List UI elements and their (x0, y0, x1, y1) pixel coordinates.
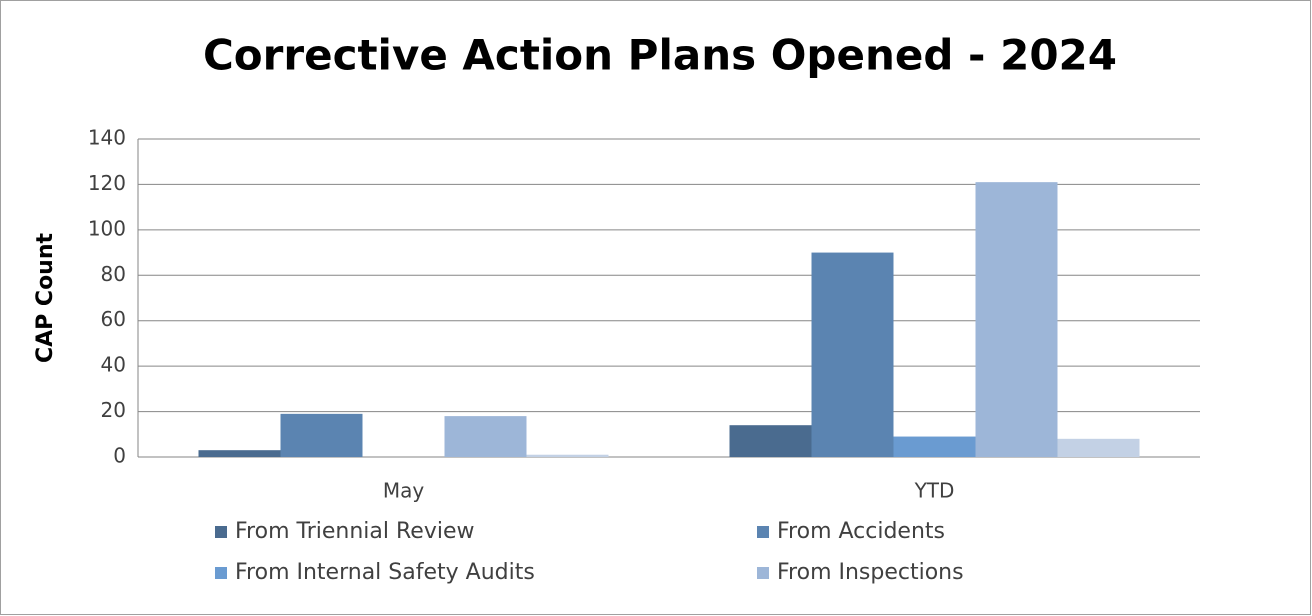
y-tick-label: 80 (101, 262, 126, 286)
bar (198, 450, 281, 457)
x-tick-label: May (383, 479, 425, 503)
bar (444, 416, 527, 457)
legend-label: From Accidents (777, 519, 945, 544)
legend-swatch (757, 526, 769, 538)
legend-swatch (215, 526, 227, 538)
x-tick-label: YTD (914, 479, 955, 503)
y-tick-label: 120 (88, 171, 126, 195)
bar (526, 454, 609, 457)
legend-swatch (215, 567, 227, 579)
y-tick-label: 140 (88, 126, 126, 150)
bar (893, 436, 976, 457)
y-tick-label: 40 (101, 353, 126, 377)
y-tick-label: 0 (113, 444, 126, 468)
y-tick-label: 20 (101, 398, 126, 422)
chart-title: Corrective Action Plans Opened - 2024 (203, 31, 1117, 80)
y-axis-label: CAP Count (33, 232, 58, 363)
legend-swatch (757, 567, 769, 579)
legend-label: From Triennial Review (235, 519, 474, 544)
y-tick-label: 60 (101, 307, 126, 331)
y-tick-label: 100 (88, 216, 126, 240)
bar (1057, 438, 1140, 457)
bar (729, 425, 812, 457)
legend-label: From Inspections (777, 560, 964, 585)
bar (280, 413, 363, 457)
legend-label: From Internal Safety Audits (235, 560, 535, 585)
bar (975, 182, 1058, 457)
bar (811, 252, 894, 457)
